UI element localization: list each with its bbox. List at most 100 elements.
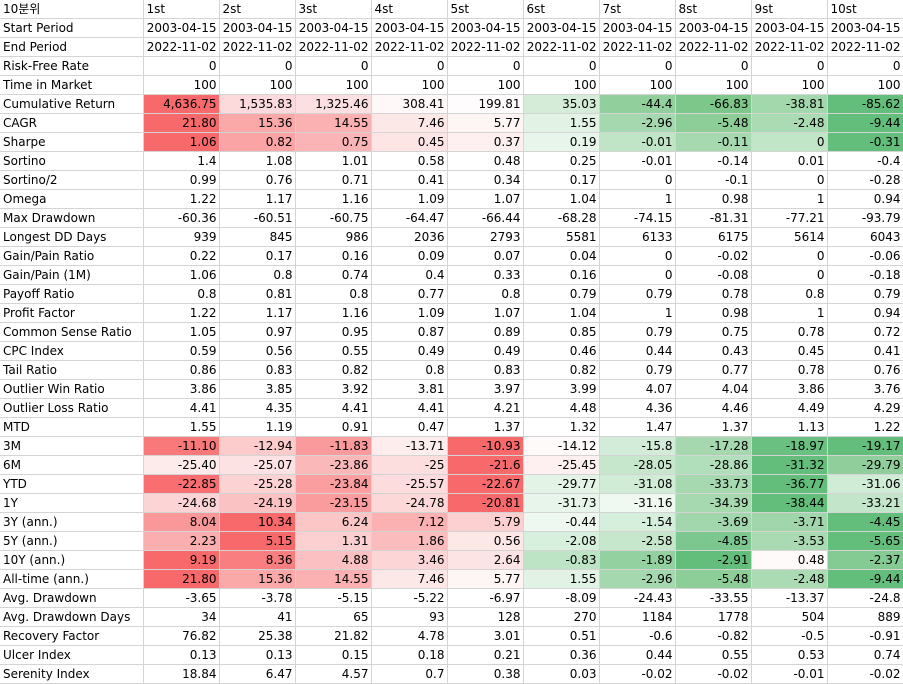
row-label[interactable]: Outlier Loss Ratio bbox=[0, 398, 144, 418]
table-cell[interactable]: -25.28 bbox=[219, 474, 296, 494]
table-cell[interactable]: 0.58 bbox=[371, 151, 448, 171]
table-cell[interactable]: 0.16 bbox=[523, 265, 600, 285]
table-cell[interactable]: 1.4 bbox=[143, 151, 220, 171]
row-label[interactable]: CPC Index bbox=[0, 341, 144, 361]
table-cell[interactable]: 1,535.83 bbox=[219, 94, 296, 114]
table-cell[interactable]: -34.39 bbox=[675, 493, 752, 513]
table-cell[interactable]: 0.4 bbox=[371, 265, 448, 285]
table-cell[interactable]: -1.89 bbox=[599, 550, 676, 570]
table-cell[interactable]: -23.84 bbox=[295, 474, 372, 494]
table-cell[interactable]: 0.44 bbox=[599, 645, 676, 665]
table-cell[interactable]: 0.78 bbox=[751, 360, 828, 380]
table-cell[interactable]: -25.07 bbox=[219, 455, 296, 475]
table-cell[interactable]: 0.13 bbox=[219, 645, 296, 665]
table-cell[interactable]: 1.17 bbox=[219, 189, 296, 209]
table-cell[interactable]: -64.47 bbox=[371, 208, 448, 228]
table-cell[interactable]: -5.48 bbox=[675, 569, 752, 589]
table-cell[interactable]: -9.44 bbox=[827, 113, 903, 133]
table-cell[interactable]: 1.37 bbox=[447, 417, 524, 437]
table-cell[interactable]: 5.77 bbox=[447, 569, 524, 589]
table-cell[interactable]: 4.49 bbox=[751, 398, 828, 418]
table-cell[interactable]: 2022-11-02 bbox=[295, 37, 372, 57]
table-cell[interactable]: -0.1 bbox=[675, 170, 752, 190]
table-cell[interactable]: 2022-11-02 bbox=[219, 37, 296, 57]
table-cell[interactable]: -6.97 bbox=[447, 588, 524, 608]
table-cell[interactable]: 3.86 bbox=[143, 379, 220, 399]
table-cell[interactable]: 1.01 bbox=[295, 151, 372, 171]
table-cell[interactable]: 3.46 bbox=[371, 550, 448, 570]
table-cell[interactable]: -22.85 bbox=[143, 474, 220, 494]
table-cell[interactable]: 0.41 bbox=[371, 170, 448, 190]
table-cell[interactable]: 308.41 bbox=[371, 94, 448, 114]
table-cell[interactable]: 0.87 bbox=[371, 322, 448, 342]
row-label[interactable]: 10Y (ann.) bbox=[0, 550, 144, 570]
table-cell[interactable]: 4.88 bbox=[295, 550, 372, 570]
table-cell[interactable]: 15.36 bbox=[219, 113, 296, 133]
table-cell[interactable]: 0 bbox=[751, 56, 828, 76]
table-cell[interactable]: -31.16 bbox=[599, 493, 676, 513]
table-cell[interactable]: 5614 bbox=[751, 227, 828, 247]
table-cell[interactable]: -21.6 bbox=[447, 455, 524, 475]
row-label[interactable]: End Period bbox=[0, 37, 144, 57]
table-cell[interactable]: 0.78 bbox=[675, 284, 752, 304]
table-cell[interactable]: -66.83 bbox=[675, 94, 752, 114]
table-cell[interactable]: 889 bbox=[827, 607, 903, 627]
table-cell[interactable]: 4.41 bbox=[295, 398, 372, 418]
table-cell[interactable]: 0.94 bbox=[827, 303, 903, 323]
table-cell[interactable]: 0 bbox=[751, 265, 828, 285]
table-cell[interactable]: 2022-11-02 bbox=[447, 37, 524, 57]
table-cell[interactable]: -0.4 bbox=[827, 151, 903, 171]
table-cell[interactable]: 0 bbox=[827, 56, 903, 76]
table-cell[interactable]: 7.46 bbox=[371, 569, 448, 589]
table-cell[interactable]: 21.82 bbox=[295, 626, 372, 646]
table-cell[interactable]: 0.79 bbox=[523, 284, 600, 304]
table-cell[interactable]: -33.21 bbox=[827, 493, 903, 513]
table-cell[interactable]: 8.36 bbox=[219, 550, 296, 570]
table-cell[interactable]: 199.81 bbox=[447, 94, 524, 114]
table-cell[interactable]: 1,325.46 bbox=[295, 94, 372, 114]
table-cell[interactable]: 1.04 bbox=[523, 189, 600, 209]
table-cell[interactable]: 0.45 bbox=[751, 341, 828, 361]
table-cell[interactable]: 1.86 bbox=[371, 531, 448, 551]
table-cell[interactable]: 1.04 bbox=[523, 303, 600, 323]
table-cell[interactable]: -0.18 bbox=[827, 265, 903, 285]
table-cell[interactable]: 0 bbox=[523, 56, 600, 76]
table-cell[interactable]: 0.79 bbox=[599, 360, 676, 380]
row-label[interactable]: Avg. Drawdown bbox=[0, 588, 144, 608]
table-cell[interactable]: 6043 bbox=[827, 227, 903, 247]
table-cell[interactable]: -24.78 bbox=[371, 493, 448, 513]
table-cell[interactable]: 100 bbox=[827, 75, 903, 95]
table-cell[interactable]: 0.17 bbox=[523, 170, 600, 190]
table-cell[interactable]: -3.71 bbox=[751, 512, 828, 532]
row-label[interactable]: MTD bbox=[0, 417, 144, 437]
table-cell[interactable]: -13.71 bbox=[371, 436, 448, 456]
table-cell[interactable]: 0.97 bbox=[219, 322, 296, 342]
table-cell[interactable]: 0.55 bbox=[675, 645, 752, 665]
table-cell[interactable]: 0.79 bbox=[599, 284, 676, 304]
table-cell[interactable]: -17.28 bbox=[675, 436, 752, 456]
table-cell[interactable]: 0.17 bbox=[219, 246, 296, 266]
table-cell[interactable]: -5.22 bbox=[371, 588, 448, 608]
table-cell[interactable]: -12.94 bbox=[219, 436, 296, 456]
table-cell[interactable]: 6.24 bbox=[295, 512, 372, 532]
table-cell[interactable]: 5.77 bbox=[447, 113, 524, 133]
table-cell[interactable]: 0.74 bbox=[295, 265, 372, 285]
table-cell[interactable]: -0.08 bbox=[675, 265, 752, 285]
table-cell[interactable]: -74.15 bbox=[599, 208, 676, 228]
table-cell[interactable]: 0.82 bbox=[523, 360, 600, 380]
table-cell[interactable]: 2022-11-02 bbox=[523, 37, 600, 57]
table-cell[interactable]: 0.25 bbox=[523, 151, 600, 171]
table-cell[interactable]: 0.91 bbox=[295, 417, 372, 437]
table-cell[interactable]: 0.43 bbox=[675, 341, 752, 361]
table-cell[interactable]: -2.58 bbox=[599, 531, 676, 551]
table-cell[interactable]: 100 bbox=[143, 75, 220, 95]
table-cell[interactable]: 939 bbox=[143, 227, 220, 247]
table-cell[interactable]: 0.19 bbox=[523, 132, 600, 152]
table-cell[interactable]: -0.6 bbox=[599, 626, 676, 646]
table-cell[interactable]: 100 bbox=[295, 75, 372, 95]
table-cell[interactable]: -23.15 bbox=[295, 493, 372, 513]
table-cell[interactable]: 0.81 bbox=[219, 284, 296, 304]
table-cell[interactable]: -4.85 bbox=[675, 531, 752, 551]
table-cell[interactable]: 2022-11-02 bbox=[675, 37, 752, 57]
row-label[interactable]: Tail Ratio bbox=[0, 360, 144, 380]
